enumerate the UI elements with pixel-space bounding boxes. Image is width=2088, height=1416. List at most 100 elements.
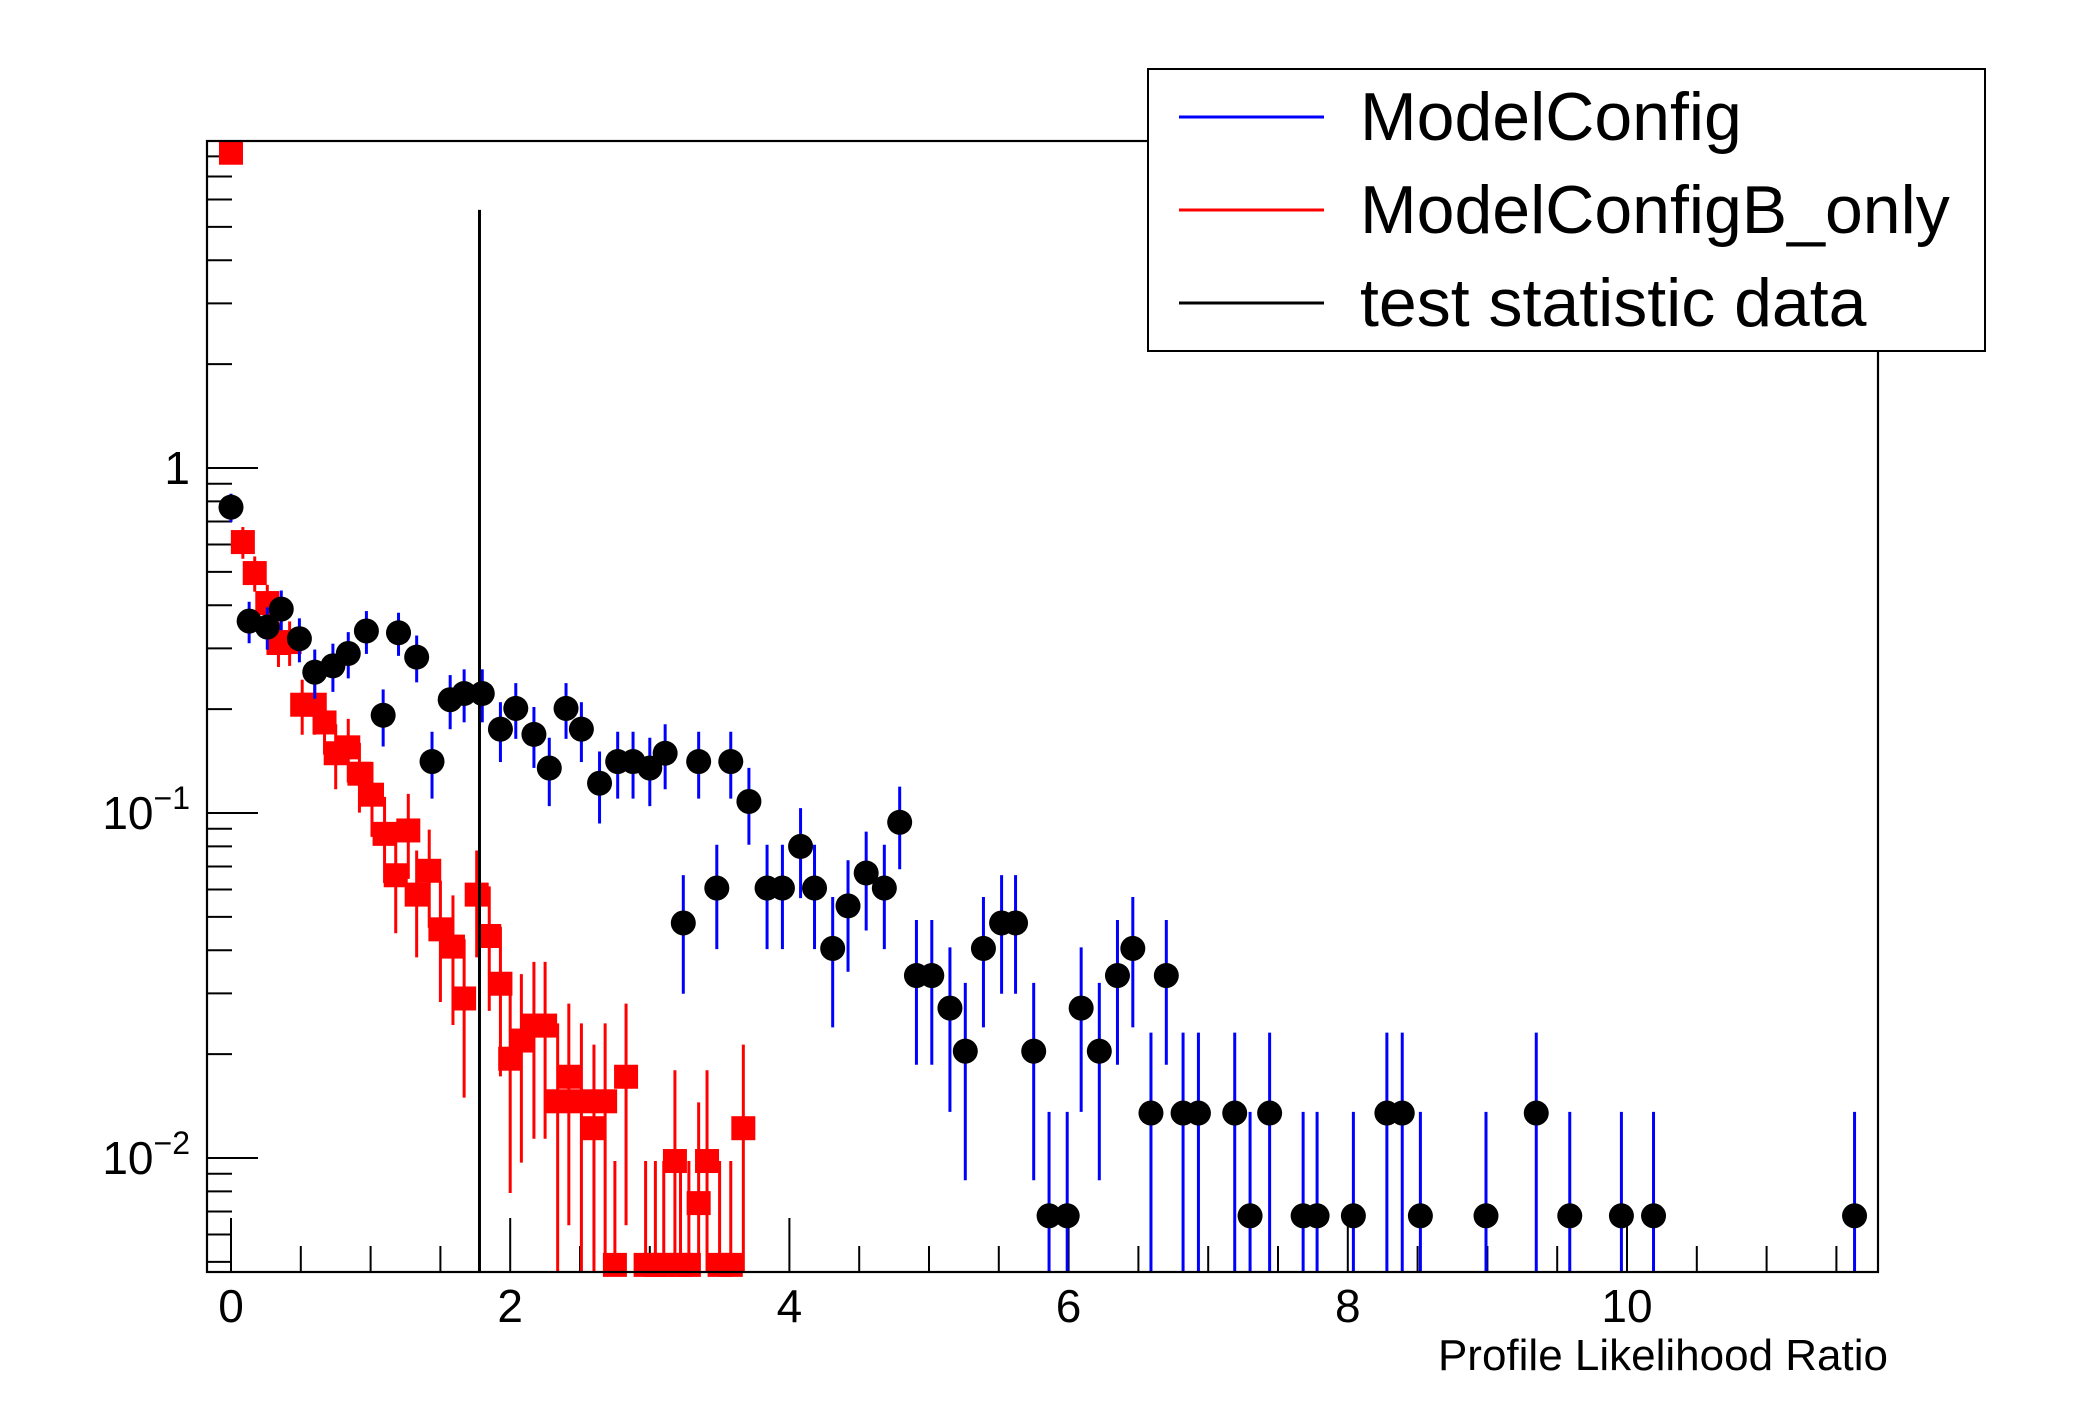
data-point bbox=[469, 681, 495, 707]
data-point bbox=[488, 971, 513, 996]
y-tick-label: 10−1 bbox=[102, 780, 190, 839]
data-point bbox=[487, 716, 513, 742]
data-point bbox=[1407, 1203, 1433, 1229]
data-point bbox=[731, 1116, 756, 1141]
data-point bbox=[788, 833, 814, 859]
data-point bbox=[736, 788, 762, 814]
data-point bbox=[871, 875, 897, 901]
data-point bbox=[1138, 1100, 1164, 1126]
data-point bbox=[1237, 1203, 1263, 1229]
y-tick-label: 10−2 bbox=[102, 1125, 190, 1184]
data-point bbox=[569, 1089, 594, 1114]
data-point bbox=[404, 882, 429, 907]
data-point bbox=[802, 875, 828, 901]
data-point bbox=[686, 749, 712, 775]
data-point bbox=[1389, 1100, 1415, 1126]
x-tick-label: 0 bbox=[218, 1280, 244, 1332]
data-point bbox=[952, 1038, 978, 1064]
data-series bbox=[218, 140, 1868, 1277]
data-point bbox=[652, 740, 678, 766]
data-point bbox=[1523, 1100, 1549, 1126]
data-point bbox=[937, 995, 963, 1021]
data-point bbox=[1257, 1100, 1283, 1126]
data-point bbox=[396, 818, 421, 843]
data-point bbox=[718, 749, 744, 775]
x-axis-title: Profile Likelihood Ratio bbox=[1438, 1331, 1888, 1380]
data-point bbox=[545, 1089, 570, 1114]
data-point bbox=[1068, 995, 1094, 1021]
data-point bbox=[219, 140, 243, 165]
data-point bbox=[370, 702, 396, 728]
data-point bbox=[230, 530, 255, 555]
data-point bbox=[568, 716, 594, 742]
data-point bbox=[1153, 963, 1179, 989]
data-point bbox=[670, 910, 696, 936]
data-point bbox=[1036, 1203, 1062, 1229]
data-point bbox=[451, 681, 477, 707]
legend-label-test-statistic-data: test statistic data bbox=[1360, 265, 1867, 341]
legend: ModelConfig ModelConfigB_only test stati… bbox=[1147, 68, 1986, 352]
data-point bbox=[1641, 1203, 1667, 1229]
data-point bbox=[404, 644, 430, 670]
data-point bbox=[614, 1064, 639, 1089]
data-point bbox=[1842, 1203, 1868, 1229]
data-point bbox=[452, 986, 477, 1011]
axis-ticks bbox=[207, 155, 1838, 1272]
data-point bbox=[602, 1252, 627, 1277]
data-point bbox=[286, 626, 312, 652]
data-point bbox=[359, 782, 384, 807]
data-point bbox=[556, 1064, 581, 1089]
x-tick-label: 10 bbox=[1601, 1280, 1652, 1332]
data-point bbox=[1557, 1203, 1583, 1229]
data-point bbox=[254, 614, 280, 640]
data-point bbox=[820, 935, 846, 961]
data-point bbox=[581, 1116, 606, 1141]
data-point bbox=[1104, 963, 1130, 989]
x-tick-label: 2 bbox=[497, 1280, 523, 1332]
data-point bbox=[417, 858, 442, 883]
data-point bbox=[347, 761, 372, 786]
data-point bbox=[386, 620, 412, 646]
data-point bbox=[662, 1149, 687, 1174]
data-point bbox=[336, 735, 361, 760]
data-point bbox=[1473, 1203, 1499, 1229]
data-point bbox=[718, 1252, 743, 1277]
data-point bbox=[503, 695, 529, 721]
x-tick-labels: 0 2 4 6 8 10 bbox=[218, 1280, 1652, 1332]
y-tick-labels: 1 10−1 10−2 bbox=[102, 442, 190, 1184]
data-point bbox=[242, 561, 267, 586]
data-point bbox=[553, 695, 579, 721]
data-point bbox=[919, 963, 945, 989]
data-point bbox=[695, 1149, 720, 1174]
legend-label-modelconfigb-only: ModelConfigB_only bbox=[1360, 172, 1950, 248]
legend-label-modelconfig: ModelConfig bbox=[1360, 79, 1742, 155]
data-point bbox=[353, 618, 379, 644]
data-point bbox=[704, 875, 730, 901]
data-point bbox=[372, 821, 397, 846]
series-modelconfig bbox=[218, 493, 1868, 1272]
data-point bbox=[383, 863, 408, 888]
data-point bbox=[1222, 1100, 1248, 1126]
data-point bbox=[835, 893, 861, 919]
data-point bbox=[853, 860, 879, 886]
data-point bbox=[440, 934, 465, 959]
data-point bbox=[1608, 1203, 1634, 1229]
plot-frame bbox=[205, 139, 1880, 1274]
data-point bbox=[769, 875, 795, 901]
data-point bbox=[419, 749, 445, 775]
data-point bbox=[312, 710, 337, 735]
data-point bbox=[1120, 935, 1146, 961]
data-point bbox=[1185, 1100, 1211, 1126]
data-point bbox=[1054, 1203, 1080, 1229]
data-point bbox=[218, 494, 244, 520]
x-tick-label: 8 bbox=[1335, 1280, 1361, 1332]
data-point bbox=[1340, 1203, 1366, 1229]
y-tick-label: 1 bbox=[164, 442, 190, 494]
data-point bbox=[268, 596, 294, 622]
data-point bbox=[335, 640, 361, 666]
data-point bbox=[887, 809, 913, 835]
data-point bbox=[477, 924, 502, 949]
data-point bbox=[1304, 1203, 1330, 1229]
data-point bbox=[593, 1089, 618, 1114]
